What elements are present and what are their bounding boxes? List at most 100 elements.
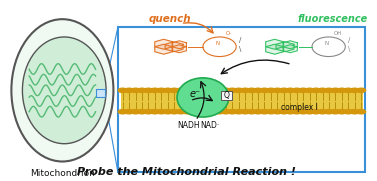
Circle shape	[312, 110, 320, 114]
Polygon shape	[283, 41, 297, 49]
Circle shape	[215, 110, 224, 114]
Circle shape	[176, 88, 185, 92]
Circle shape	[150, 88, 159, 92]
Circle shape	[131, 110, 140, 114]
Circle shape	[221, 88, 230, 92]
Circle shape	[221, 110, 230, 114]
Circle shape	[138, 88, 146, 92]
Circle shape	[325, 88, 333, 92]
Text: e⁻: e⁻	[190, 89, 201, 99]
Polygon shape	[283, 45, 297, 53]
Circle shape	[144, 110, 153, 114]
Circle shape	[125, 110, 133, 114]
Circle shape	[196, 110, 204, 114]
Circle shape	[279, 88, 288, 92]
Circle shape	[357, 110, 366, 114]
Text: Mitochondrion: Mitochondrion	[30, 169, 95, 178]
Text: NADH: NADH	[177, 121, 199, 130]
Circle shape	[344, 88, 353, 92]
Circle shape	[202, 88, 211, 92]
Circle shape	[228, 110, 237, 114]
Circle shape	[241, 110, 250, 114]
Circle shape	[118, 110, 127, 114]
Circle shape	[189, 110, 198, 114]
Text: quench: quench	[148, 14, 191, 24]
Circle shape	[357, 88, 366, 92]
Text: Probe the Mitochondrial Reaction !: Probe the Mitochondrial Reaction !	[77, 167, 296, 177]
Polygon shape	[172, 41, 186, 49]
Circle shape	[305, 110, 314, 114]
Text: N: N	[216, 41, 220, 46]
Text: Q: Q	[224, 91, 230, 100]
Circle shape	[260, 110, 269, 114]
Text: /: /	[239, 37, 241, 43]
Text: fluorescence: fluorescence	[297, 14, 368, 24]
Ellipse shape	[177, 78, 229, 117]
Circle shape	[163, 88, 172, 92]
Polygon shape	[172, 45, 186, 53]
Circle shape	[267, 110, 275, 114]
Circle shape	[318, 88, 327, 92]
Polygon shape	[155, 44, 173, 54]
Circle shape	[125, 88, 133, 92]
Text: OH: OH	[334, 31, 342, 36]
Polygon shape	[155, 39, 173, 49]
Circle shape	[247, 88, 256, 92]
Polygon shape	[266, 39, 284, 49]
FancyBboxPatch shape	[221, 91, 233, 100]
Circle shape	[292, 88, 301, 92]
Circle shape	[325, 110, 333, 114]
Circle shape	[170, 110, 179, 114]
Circle shape	[170, 88, 179, 92]
Circle shape	[234, 110, 243, 114]
Circle shape	[344, 110, 353, 114]
Circle shape	[163, 110, 172, 114]
Bar	[121, 91, 363, 111]
Circle shape	[131, 88, 140, 92]
Polygon shape	[165, 42, 183, 52]
Circle shape	[202, 110, 211, 114]
Text: complex I: complex I	[280, 103, 317, 112]
Circle shape	[350, 88, 359, 92]
Circle shape	[176, 110, 185, 114]
Circle shape	[337, 88, 346, 92]
Text: NAD·: NAD·	[201, 121, 220, 130]
Circle shape	[286, 88, 295, 92]
Circle shape	[254, 88, 262, 92]
Polygon shape	[266, 44, 284, 54]
Circle shape	[305, 88, 314, 92]
Circle shape	[331, 88, 340, 92]
Circle shape	[138, 110, 146, 114]
Circle shape	[312, 88, 320, 92]
Circle shape	[292, 110, 301, 114]
Text: \: \	[348, 46, 350, 52]
Circle shape	[183, 88, 192, 92]
Text: O·: O·	[226, 31, 232, 36]
Circle shape	[318, 110, 327, 114]
Circle shape	[144, 88, 153, 92]
Text: N: N	[325, 41, 329, 46]
Circle shape	[118, 88, 127, 92]
Circle shape	[189, 88, 198, 92]
Circle shape	[254, 110, 262, 114]
Circle shape	[234, 88, 243, 92]
Bar	[97, 89, 104, 97]
Circle shape	[299, 88, 308, 92]
Circle shape	[157, 88, 166, 92]
Circle shape	[337, 110, 346, 114]
Circle shape	[208, 110, 218, 114]
Circle shape	[228, 88, 237, 92]
Circle shape	[247, 110, 256, 114]
Circle shape	[273, 110, 282, 114]
Circle shape	[286, 110, 295, 114]
Text: /: /	[348, 37, 350, 43]
Circle shape	[150, 110, 159, 114]
Text: \: \	[239, 46, 241, 52]
Circle shape	[267, 88, 275, 92]
Circle shape	[299, 110, 308, 114]
Circle shape	[196, 88, 204, 92]
Polygon shape	[276, 42, 294, 52]
Circle shape	[208, 88, 218, 92]
Ellipse shape	[22, 37, 106, 144]
Ellipse shape	[11, 19, 113, 161]
